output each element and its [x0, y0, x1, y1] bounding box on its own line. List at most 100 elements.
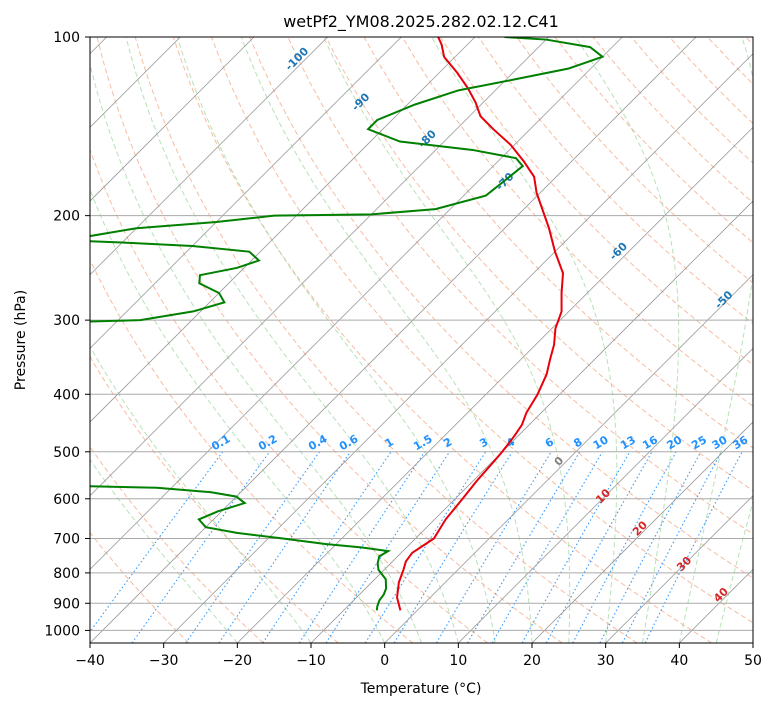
chart-title: wetPf2_YM08.2025.282.02.12.C41 — [283, 12, 559, 32]
x-axis-label: Temperature (°C) — [360, 681, 482, 697]
isotherm — [605, 495, 753, 643]
mixing-ratio-label: 13 — [618, 433, 638, 452]
mixing-ratio-line — [185, 451, 321, 643]
dry-adiabat — [211, 37, 753, 624]
y-tick-label: 300 — [53, 313, 80, 329]
isotherm — [752, 642, 753, 643]
mixing-ratio-label: 10 — [591, 433, 611, 452]
y-tick-label: 900 — [53, 596, 80, 612]
isotherm — [384, 274, 753, 643]
mixing-ratio-line — [467, 451, 581, 643]
mixing-ratio-label: 16 — [640, 433, 660, 452]
dry-adiabat — [172, 37, 712, 643]
mixing-ratio-line — [521, 451, 631, 643]
dry-adiabat — [478, 37, 753, 325]
mixing-ratio-line — [621, 451, 722, 643]
dry-adiabat-label: -80 — [416, 127, 439, 150]
dry-adiabat — [134, 37, 638, 643]
dry-adiabat — [440, 37, 753, 366]
mixing-ratio-label: 0.1 — [209, 432, 232, 453]
mixing-ratio-label: 8 — [571, 435, 584, 450]
moist-adiabat — [240, 37, 533, 643]
isotherm — [163, 53, 753, 643]
mixing-ratio-line — [325, 451, 451, 643]
plot-frame — [89, 36, 754, 644]
dry-adiabat — [90, 258, 414, 643]
dewpoint-profile — [90, 37, 605, 611]
mixing-ratio-line — [90, 451, 224, 633]
dry-adiabat — [90, 355, 339, 643]
mixing-ratio-label: 0.2 — [256, 432, 279, 453]
isotherm — [531, 421, 753, 643]
dry-adiabat-label: -50 — [712, 288, 735, 311]
dry-adiabat — [707, 37, 753, 85]
dry-adiabat-label: -90 — [349, 90, 372, 113]
dry-adiabat — [325, 37, 753, 492]
dry-adiabat — [669, 37, 753, 125]
dry-adiabat — [249, 37, 753, 579]
moist-adiabat — [431, 37, 618, 643]
isotherm — [90, 37, 549, 497]
dry-adiabat — [516, 37, 753, 284]
mixing-ratio-line — [644, 451, 743, 643]
dry-adiabat-label: -100 — [283, 45, 312, 74]
y-tick-label: 700 — [53, 532, 80, 548]
isotherm — [90, 37, 402, 349]
x-tick-label: 0 — [380, 653, 389, 669]
y-axis-label: Pressure (hPa) — [13, 290, 29, 390]
x-tick-label: −40 — [75, 653, 105, 669]
moist-adiabat — [715, 499, 753, 643]
x-tick-label: −10 — [296, 653, 326, 669]
dry-adiabat — [401, 37, 753, 407]
mixing-ratio-line — [364, 451, 487, 643]
y-tick-label: 200 — [53, 209, 80, 225]
dry-adiabat — [90, 148, 488, 643]
x-tick-label: 10 — [449, 653, 467, 669]
isotherm — [90, 37, 328, 276]
temperature-profile — [396, 37, 565, 611]
mixing-ratio-line — [545, 451, 653, 643]
y-tick-label: 800 — [53, 566, 80, 582]
mixing-ratio-line — [262, 451, 392, 643]
mixing-ratio-line — [572, 451, 677, 643]
mixing-ratio-line — [599, 451, 702, 643]
dry-adiabat — [745, 37, 753, 46]
mixing-ratio-line — [298, 451, 426, 643]
mixing-ratio-label: 3 — [477, 435, 490, 450]
mixing-ratio-label: 25 — [689, 433, 709, 452]
isotherm — [90, 37, 255, 202]
y-tick-label: 400 — [53, 387, 80, 403]
moist-adiabat — [90, 62, 422, 643]
moist-adiabat-label: 0 — [552, 454, 567, 469]
x-tick-label: −30 — [149, 653, 179, 669]
mixing-ratio-line — [131, 451, 271, 643]
isotherm — [90, 37, 697, 643]
mixing-ratio-label: 0.4 — [306, 432, 330, 453]
isotherm — [310, 200, 753, 643]
dry-adiabat — [96, 37, 563, 643]
mixing-ratio-label: 20 — [665, 433, 685, 452]
dry-adiabat — [90, 531, 190, 643]
moist-adiabat — [90, 188, 386, 643]
moist-adiabat — [678, 37, 753, 643]
mixing-ratio-label: 30 — [710, 433, 730, 452]
mixing-ratio-line — [218, 451, 351, 643]
x-tick-label: 20 — [523, 653, 541, 669]
moist-adiabat — [90, 345, 312, 643]
x-tick-label: −20 — [223, 653, 253, 669]
moist-adiabat-label: 40 — [711, 585, 731, 605]
y-tick-label: 600 — [53, 492, 80, 508]
moist-adiabat-label: 20 — [630, 518, 650, 538]
mixing-ratio-label: 1.5 — [411, 432, 434, 453]
x-tick-label: 40 — [670, 653, 688, 669]
mixing-ratio-label: 1 — [383, 435, 396, 450]
y-tick-label: 1000 — [44, 623, 80, 639]
y-tick-label: 500 — [53, 445, 80, 461]
x-tick-label: 30 — [597, 653, 615, 669]
moist-adiabat — [90, 458, 238, 643]
y-tick-label: 100 — [53, 30, 80, 46]
isotherm — [237, 126, 753, 643]
moist-adiabat — [125, 37, 459, 643]
isotherm — [458, 347, 753, 643]
